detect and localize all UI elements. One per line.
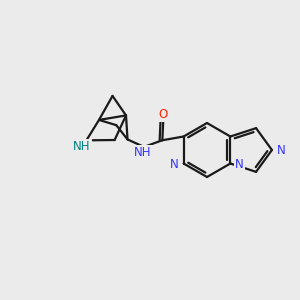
Text: NH: NH [134,146,152,159]
Text: N: N [277,143,286,157]
Text: O: O [159,108,168,121]
Text: NH: NH [73,140,91,153]
Text: N: N [170,158,179,172]
Text: N: N [235,158,244,172]
